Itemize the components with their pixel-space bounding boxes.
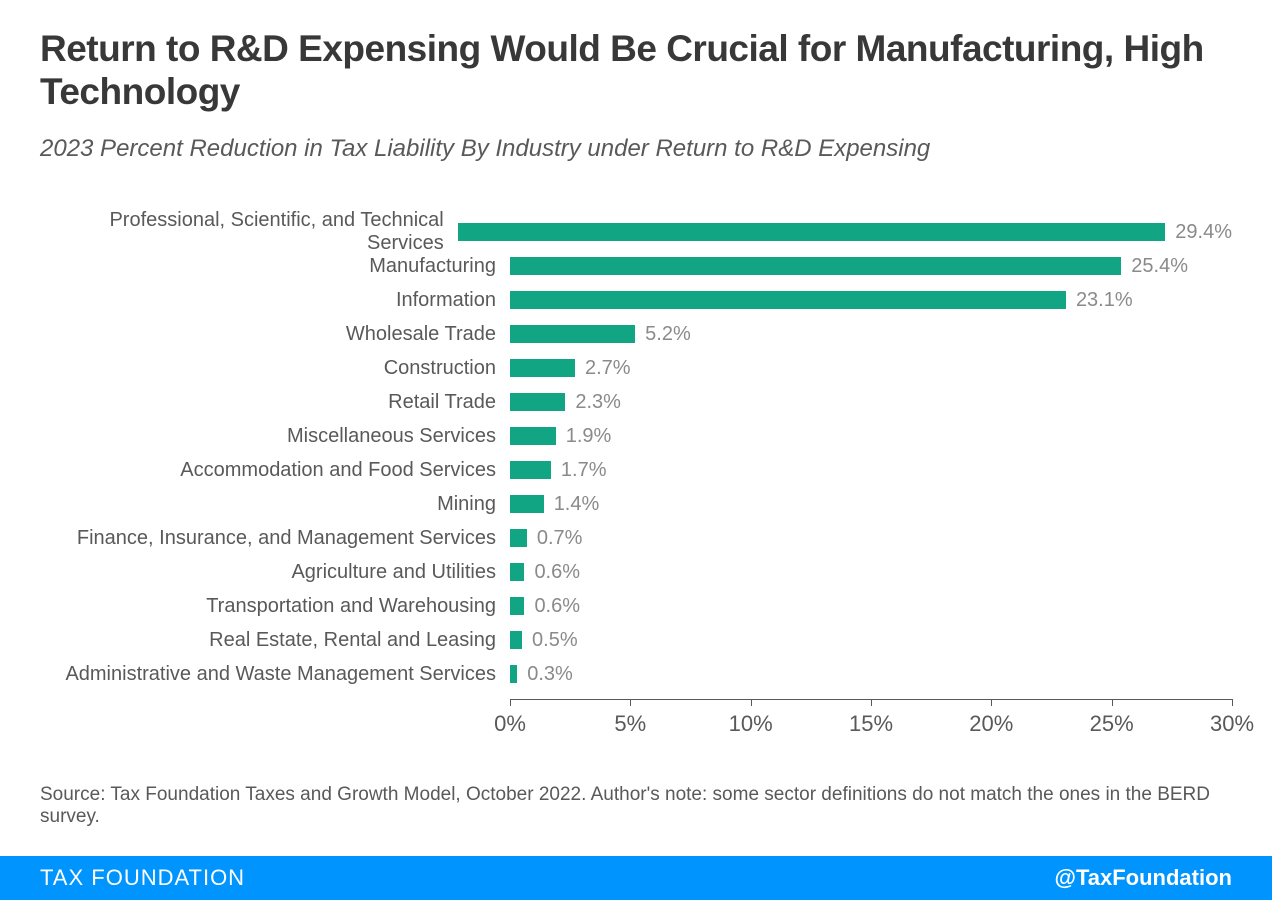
- category-label: Administrative and Waste Management Serv…: [40, 663, 510, 686]
- bar-zone: 0.3%: [510, 657, 1232, 691]
- bar: [510, 291, 1066, 309]
- category-label: Transportation and Warehousing: [40, 595, 510, 618]
- bar-zone: 25.4%: [510, 249, 1232, 283]
- bar: [510, 495, 544, 513]
- axis-tick: [1112, 699, 1113, 706]
- category-label: Finance, Insurance, and Management Servi…: [40, 527, 510, 550]
- axis-tick: [991, 699, 992, 706]
- bar-row: Accommodation and Food Services 1.7%: [40, 453, 1232, 487]
- bar-row: Construction 2.7%: [40, 351, 1232, 385]
- value-label: 0.3%: [527, 663, 573, 686]
- value-label: 5.2%: [645, 323, 691, 346]
- category-label: Real Estate, Rental and Leasing: [40, 629, 510, 652]
- bar: [458, 223, 1166, 241]
- bar: [510, 563, 524, 581]
- axis-tick: [871, 699, 872, 706]
- footer-bar: TAX FOUNDATION @TaxFoundation: [0, 856, 1272, 900]
- axis-tick: [630, 699, 631, 706]
- value-label: 2.7%: [585, 357, 631, 380]
- bar-zone: 0.6%: [510, 589, 1232, 623]
- bar-row: Finance, Insurance, and Management Servi…: [40, 521, 1232, 555]
- bar-zone: 0.6%: [510, 555, 1232, 589]
- axis-tick-label: 5%: [614, 711, 646, 737]
- bar-zone: 0.5%: [510, 623, 1232, 657]
- value-label: 25.4%: [1131, 255, 1188, 278]
- axis-tick-label: 0%: [494, 711, 526, 737]
- bar-zone: 23.1%: [510, 283, 1232, 317]
- bar-zone: 2.3%: [510, 385, 1232, 419]
- axis-tick-label: 20%: [969, 711, 1013, 737]
- bar: [510, 529, 527, 547]
- content-area: Return to R&D Expensing Would Be Crucial…: [0, 0, 1272, 856]
- value-label: 23.1%: [1076, 289, 1133, 312]
- bar-row: Agriculture and Utilities 0.6%: [40, 555, 1232, 589]
- value-label: 29.4%: [1175, 221, 1232, 244]
- bar: [510, 597, 524, 615]
- value-label: 0.5%: [532, 629, 578, 652]
- bar-row: Manufacturing 25.4%: [40, 249, 1232, 283]
- value-label: 0.6%: [534, 561, 580, 584]
- source-note: Source: Tax Foundation Taxes and Growth …: [40, 784, 1232, 846]
- bar-row: Miscellaneous Services 1.9%: [40, 419, 1232, 453]
- bar: [510, 427, 556, 445]
- category-label: Construction: [40, 357, 510, 380]
- bar: [510, 325, 635, 343]
- bar-row: Wholesale Trade 5.2%: [40, 317, 1232, 351]
- axis-tick: [1232, 699, 1233, 706]
- category-label: Accommodation and Food Services: [40, 459, 510, 482]
- chart-plot-area: Professional, Scientific, and Technical …: [40, 211, 1232, 751]
- bar-zone: 5.2%: [510, 317, 1232, 351]
- bar-row: Professional, Scientific, and Technical …: [40, 215, 1232, 249]
- bar-row: Administrative and Waste Management Serv…: [40, 657, 1232, 691]
- value-label: 2.3%: [575, 391, 621, 414]
- bar: [510, 665, 517, 683]
- axis-tick-label: 25%: [1090, 711, 1134, 737]
- value-label: 0.7%: [537, 527, 583, 550]
- bar: [510, 393, 565, 411]
- bar-row: Mining 1.4%: [40, 487, 1232, 521]
- axis-tick-label: 10%: [729, 711, 773, 737]
- category-label: Information: [40, 289, 510, 312]
- value-label: 0.6%: [534, 595, 580, 618]
- axis-tick-label: 30%: [1210, 711, 1254, 737]
- axis-tick-label: 15%: [849, 711, 893, 737]
- bar-zone: 1.9%: [510, 419, 1232, 453]
- bar-row: Information 23.1%: [40, 283, 1232, 317]
- value-label: 1.9%: [566, 425, 612, 448]
- bar-row: Retail Trade 2.3%: [40, 385, 1232, 419]
- category-label: Retail Trade: [40, 391, 510, 414]
- value-label: 1.4%: [554, 493, 600, 516]
- category-label: Wholesale Trade: [40, 323, 510, 346]
- bar: [510, 359, 575, 377]
- category-label: Miscellaneous Services: [40, 425, 510, 448]
- category-label: Agriculture and Utilities: [40, 561, 510, 584]
- footer-handle: @TaxFoundation: [1055, 865, 1232, 891]
- bar-zone: 1.7%: [510, 453, 1232, 487]
- bar-zone: 29.4%: [458, 215, 1232, 249]
- bar-row: Transportation and Warehousing 0.6%: [40, 589, 1232, 623]
- axis-tick: [510, 699, 511, 706]
- bar: [510, 461, 551, 479]
- category-label: Manufacturing: [40, 255, 510, 278]
- bar: [510, 631, 522, 649]
- chart-title: Return to R&D Expensing Would Be Crucial…: [40, 28, 1232, 113]
- category-label: Mining: [40, 493, 510, 516]
- value-label: 1.7%: [561, 459, 607, 482]
- chart-subtitle: 2023 Percent Reduction in Tax Liability …: [40, 135, 1232, 163]
- bar-zone: 0.7%: [510, 521, 1232, 555]
- chart-container: Return to R&D Expensing Would Be Crucial…: [0, 0, 1272, 900]
- footer-brand: TAX FOUNDATION: [40, 865, 245, 891]
- bar-row: Real Estate, Rental and Leasing 0.5%: [40, 623, 1232, 657]
- bar: [510, 257, 1121, 275]
- axis-tick: [751, 699, 752, 706]
- bar-zone: 2.7%: [510, 351, 1232, 385]
- bar-zone: 1.4%: [510, 487, 1232, 521]
